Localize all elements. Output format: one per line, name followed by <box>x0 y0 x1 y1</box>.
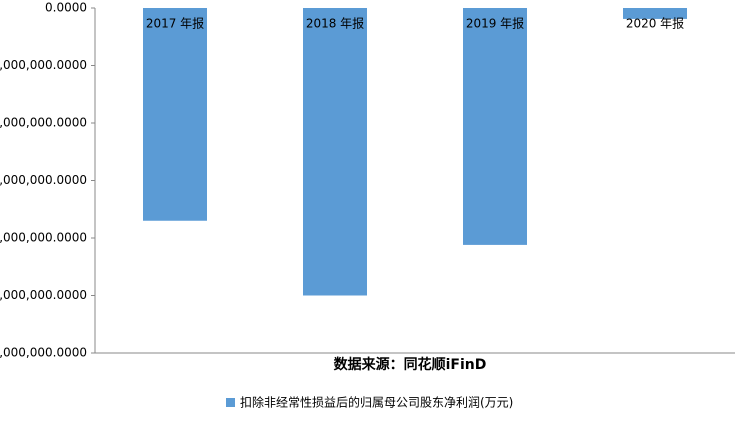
legend-label: 扣除非经常性损益后的归属母公司股东净利润(万元) <box>240 395 513 410</box>
x-tick-label: 2019 年报 <box>466 16 524 31</box>
y-tick-label: 0.0000 <box>45 1 87 15</box>
bar <box>303 8 367 296</box>
x-tick-label: 2020 年报 <box>626 16 684 31</box>
y-tick-label: -200,000,000.0000 <box>0 116 87 130</box>
y-tick-label: -500,000,000.0000 <box>0 288 87 302</box>
y-tick-label: -100,000,000.0000 <box>0 58 87 72</box>
bar <box>623 8 687 19</box>
legend-swatch <box>226 398 235 407</box>
x-tick-label: 2017 年报 <box>146 16 204 31</box>
y-tick-label: -300,000,000.0000 <box>0 173 87 187</box>
x-tick-label: 2018 年报 <box>306 16 364 31</box>
y-tick-label: -400,000,000.0000 <box>0 231 87 245</box>
y-tick-label: -600,000,000.0000 <box>0 346 87 360</box>
bar <box>143 8 207 221</box>
bar <box>463 8 527 245</box>
annotation: 数据来源：同花顺iFinD <box>334 356 487 373</box>
